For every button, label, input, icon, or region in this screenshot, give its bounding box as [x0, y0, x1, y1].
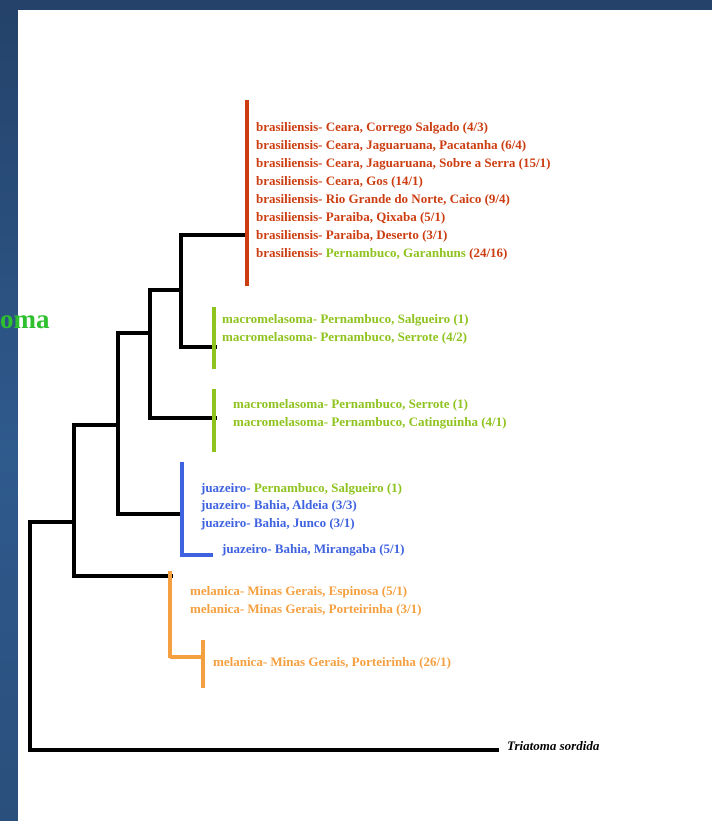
locality: Pernambuco, Salgueiro (1): [253, 480, 402, 495]
tip-label: juazeiro- Bahia, Junco (3/1): [201, 515, 355, 531]
species-name: juazeiro-: [201, 497, 251, 512]
species-name: brasiliensis-: [256, 155, 323, 170]
tip-label: juazeiro- Bahia, Aldeia (3/3): [201, 497, 357, 513]
tip-label: brasiliensis- Rio Grande do Norte, Caico…: [256, 191, 510, 207]
locality: Pernambuco, Serrote (1): [331, 396, 468, 411]
locality: Pernambuco, Serrote (4/2): [320, 329, 468, 344]
locality: Minas Gerais, Espinosa (5/1): [247, 583, 408, 598]
tip-label: juazeiro- Pernambuco, Salgueiro (1): [201, 480, 402, 496]
locality: Ceara, Jaguaruana, Pacatanha (6/4): [325, 137, 527, 152]
tip-label: brasiliensis- Paraiba, Deserto (3/1): [256, 227, 447, 243]
locality: Pernambuco, Catinguinha (4/1): [331, 414, 507, 429]
species-name: brasiliensis-: [256, 119, 323, 134]
locality: Rio Grande do Norte, Caico (9/4): [325, 191, 510, 206]
tip-label: melanica- Minas Gerais, Porteirinha (3/1…: [190, 601, 421, 617]
tip-label: juazeiro- Bahia, Mirangaba (5/1): [222, 541, 404, 557]
locality: Ceara, Jaguaruana, Sobre a Serra (15/1): [325, 155, 551, 170]
species-name: brasiliensis-: [256, 173, 323, 188]
branch-melanica-node: [72, 423, 173, 578]
species-name: macromelasoma-: [233, 396, 329, 411]
species-name: macromelasoma-: [222, 329, 318, 344]
locality: Minas Gerais, Porteirinha (3/1): [247, 601, 422, 616]
sample-count: (24/16): [465, 245, 508, 260]
species-name: juazeiro-: [201, 515, 251, 530]
species-name: macromelasoma-: [222, 311, 318, 326]
locality: Bahia, Aldeia (3/3): [253, 497, 357, 512]
species-name: juazeiro-: [201, 480, 251, 495]
tip-label: brasiliensis- Ceara, Jaguaruana, Sobre a…: [256, 155, 550, 171]
tip-label: brasiliensis- Ceara, Jaguaruana, Pacatan…: [256, 137, 526, 153]
locality: Bahia, Mirangaba (5/1): [274, 541, 405, 556]
tip-label: brasiliensis- Ceara, Gos (14/1): [256, 173, 423, 189]
locality: Pernambuco, Salgueiro (1): [320, 311, 469, 326]
tree-branches: [28, 233, 499, 752]
branch-b-node: [148, 288, 217, 420]
species-name: brasiliensis-: [256, 227, 323, 242]
species-name: melanica-: [190, 601, 245, 616]
locality: Paraiba, Deserto (3/1): [325, 227, 448, 242]
locality: Minas Gerais, Porteirinha (26/1): [270, 654, 451, 669]
outgroup-label: Triatoma sordida: [507, 738, 600, 753]
tip-label: brasiliensis- Ceara, Corrego Salgado (4/…: [256, 119, 488, 135]
locality: Paraiba, Qixaba (5/1): [325, 209, 446, 224]
tip-label: melanica- Minas Gerais, Porteirinha (26/…: [213, 654, 451, 670]
side-word: oma: [0, 304, 50, 334]
tip-label: macromelasoma- Pernambuco, Salgueiro (1): [222, 311, 468, 327]
tip-label: macromelasoma- Pernambuco, Serrote (4/2): [222, 329, 467, 345]
locality: Bahia, Junco (3/1): [253, 515, 355, 530]
tip-label: macromelasoma- Pernambuco, Serrote (1): [233, 396, 468, 412]
species-name: brasiliensis-: [256, 245, 323, 260]
content-panel: [18, 10, 712, 821]
clade-bar-melanica-sub: [170, 640, 205, 688]
species-name: juazeiro-: [222, 541, 272, 556]
species-name: brasiliensis-: [256, 191, 323, 206]
locality: Ceara, Gos (14/1): [325, 173, 423, 188]
species-name: macromelasoma-: [233, 414, 329, 429]
species-name: brasiliensis-: [256, 209, 323, 224]
tip-label: melanica- Minas Gerais, Espinosa (5/1): [190, 583, 407, 599]
locality: Ceara, Corrego Salgado (4/3): [325, 119, 488, 134]
tip-label: macromelasoma- Pernambuco, Catinguinha (…: [233, 414, 506, 430]
tip-label: brasiliensis- Paraiba, Qixaba (5/1): [256, 209, 445, 225]
locality: Pernambuco, Garanhuns: [325, 245, 466, 260]
species-name: melanica-: [213, 654, 268, 669]
species-name: brasiliensis-: [256, 137, 323, 152]
clade-bar-juazeiro: [180, 462, 213, 557]
tip-label: brasiliensis- Pernambuco, Garanhuns (24/…: [256, 245, 507, 261]
species-name: melanica-: [190, 583, 245, 598]
branch-root-outgroup: [28, 520, 499, 752]
